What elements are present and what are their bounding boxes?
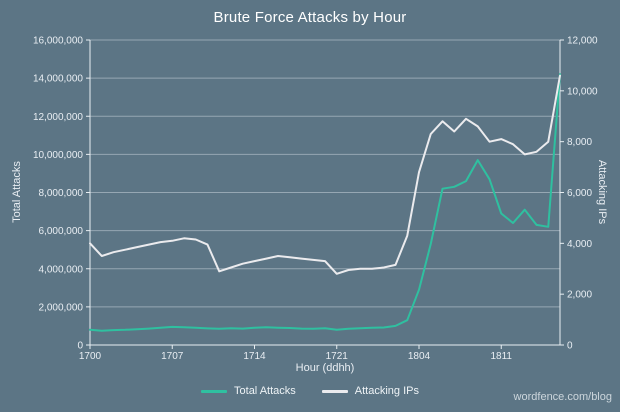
y-axis-right-tick-label: 2,000 xyxy=(567,290,592,301)
y-axis-left-tick-label: 10,000,000 xyxy=(33,150,83,161)
y-axis-right-tick-label: 6,000 xyxy=(567,188,592,199)
y-axis-title-left: Total Attacks xyxy=(11,161,23,223)
x-axis-tick-label: 1721 xyxy=(326,351,349,362)
y-axis-right-tick-label: 8,000 xyxy=(567,137,592,148)
y-axis-left-tick-label: 6,000,000 xyxy=(39,226,84,237)
total-attacks-line xyxy=(89,73,561,332)
y-axis-right-tick-label: 0 xyxy=(567,341,573,352)
y-axis-title-right: Attacking IPs xyxy=(596,159,608,225)
y-axis-right-tick-label: 10,000 xyxy=(567,86,598,97)
attacking-ips-line-swatch xyxy=(321,389,348,393)
x-axis-tick-label: 1804 xyxy=(408,351,431,362)
y-axis-right-tick-label: 12,000 xyxy=(567,36,598,47)
legend: Total Attacks Attacking IPs xyxy=(0,385,620,397)
legend-item-attacking-ips: Attacking IPs xyxy=(321,385,419,397)
y-axis-left-tick-label: 0 xyxy=(77,341,83,352)
x-axis-tick-label: 1811 xyxy=(490,351,512,362)
y-axis-left-tick-label: 2,000,000 xyxy=(39,302,84,313)
x-axis-title: Hour (ddhh) xyxy=(295,362,355,374)
legend-label-attacking-ips: Attacking IPs xyxy=(354,385,419,397)
x-axis-tick-label: 1700 xyxy=(79,351,102,362)
x-axis-tick-label: 1714 xyxy=(243,351,266,362)
y-axis-left-tick-label: 12,000,000 xyxy=(33,112,83,123)
watermark: wordfence.com/blog xyxy=(513,391,612,403)
total-attacks-line-swatch xyxy=(201,389,228,393)
chart-title: Brute Force Attacks by Hour xyxy=(213,9,407,26)
y-axis-left-tick-label: 14,000,000 xyxy=(33,74,83,85)
x-axis-tick-label: 1707 xyxy=(161,351,184,362)
y-axis-left-tick-label: 16,000,000 xyxy=(33,36,83,47)
y-axis-right-tick-label: 4,000 xyxy=(567,239,592,250)
y-axis-left-tick-label: 4,000,000 xyxy=(39,264,84,275)
attacking-ips-line xyxy=(89,74,561,275)
legend-item-total-attacks: Total Attacks xyxy=(201,385,296,397)
y-axis-left-tick-label: 8,000,000 xyxy=(39,188,84,199)
legend-label-total-attacks: Total Attacks xyxy=(234,385,296,397)
